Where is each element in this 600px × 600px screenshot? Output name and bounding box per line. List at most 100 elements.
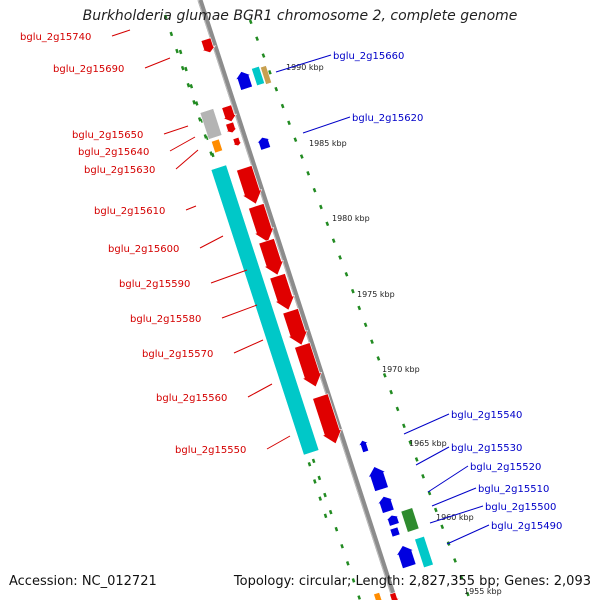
- gene-feature-15640-shape: [224, 121, 239, 134]
- misc-feature-orange-shape: [210, 138, 224, 154]
- rna-feature-small-bottom: [414, 535, 434, 569]
- pseudogene-feature: [199, 108, 223, 140]
- gene-leader-line-left: [111, 29, 131, 37]
- position-label: 1985 kbp: [309, 139, 347, 148]
- gene-block-6-shape: [312, 393, 343, 445]
- rna-feature-long: [210, 164, 320, 456]
- rna-feature-small-bottom-shape: [414, 535, 434, 569]
- gene-feature-15630: [231, 136, 244, 147]
- gene-label-right: bglu_2g15510: [478, 484, 549, 495]
- gene-label-left: bglu_2g15590: [119, 279, 190, 290]
- gene-label-right: bglu_2g15530: [451, 443, 522, 454]
- gene-block-6: [312, 393, 343, 445]
- gene-feature-15640: [224, 121, 239, 134]
- pseudogene-feature-shape: [199, 108, 223, 140]
- rna-feature-long-shape: [210, 164, 320, 456]
- gene-block-5: [294, 342, 323, 388]
- gene-label-left: bglu_2g15630: [84, 165, 155, 176]
- gene-block-4: [282, 308, 308, 346]
- gene-leader-line-left: [210, 269, 248, 284]
- misc-feature-green: [400, 507, 420, 533]
- gene-leader-line-right: [429, 505, 484, 524]
- gene-label-left: bglu_2g15560: [156, 393, 227, 404]
- gene-label-right: bglu_2g15500: [485, 502, 556, 513]
- gene-feature-15490-shape: [395, 545, 417, 570]
- gene-feature-bottom-red-shape: [388, 591, 401, 600]
- gene-block-3: [269, 273, 295, 311]
- gene-leader-line-left: [175, 149, 199, 170]
- gene-feature-15620-shape: [255, 136, 272, 151]
- tan-feature-shape: [259, 65, 273, 85]
- gene-label-left: bglu_2g15600: [108, 244, 179, 255]
- gene-label-left: bglu_2g15610: [94, 206, 165, 217]
- position-label: 1965 kbp: [409, 439, 447, 448]
- tan-feature: [259, 65, 273, 85]
- misc-feature-bottom-orange-shape: [373, 591, 383, 600]
- gene-block-5-shape: [294, 342, 323, 388]
- gene-leader-line-right: [446, 524, 490, 545]
- misc-feature-green-shape: [400, 507, 420, 533]
- gene-label-left: bglu_2g15580: [130, 314, 201, 325]
- gene-feature-15490: [395, 545, 417, 570]
- gene-label-right: bglu_2g15620: [352, 113, 423, 124]
- gene-leader-line-left: [163, 125, 189, 135]
- rna-feature-small-top: [251, 65, 265, 87]
- gene-leader-line-left: [169, 136, 196, 152]
- gene-block-2-shape: [258, 238, 284, 276]
- map-title: Burkholderia glumae BGR1 chromosome 2, c…: [82, 8, 518, 24]
- gene-leader-line-left: [266, 435, 291, 450]
- gene-feature-15510-shape: [385, 514, 400, 527]
- gene-leader-line-right: [403, 413, 450, 435]
- gene-feature-15660: [234, 71, 253, 91]
- gene-leader-line-left: [247, 383, 273, 398]
- misc-feature-orange: [210, 138, 224, 154]
- chromosome-backbone: [197, 0, 398, 600]
- gene-feature-15530-shape: [367, 466, 389, 492]
- gene-feature-15500: [389, 526, 401, 538]
- gene-leader-line-right: [415, 446, 450, 466]
- gene-leader-line-right: [302, 116, 351, 134]
- position-label: 1975 kbp: [357, 290, 395, 299]
- position-label: 1955 kbp: [464, 587, 502, 596]
- gene-feature-15540: [357, 439, 370, 454]
- gene-block-3-shape: [269, 273, 295, 311]
- gene-feature-15690-shape: [200, 37, 217, 54]
- gene-label-left: bglu_2g15690: [53, 64, 124, 75]
- gene-leader-line-left: [144, 57, 171, 69]
- gene-label-right: bglu_2g15660: [333, 51, 404, 62]
- gene-block-1-shape: [248, 203, 275, 243]
- gene-feature-15530: [367, 466, 389, 492]
- gene-block-0-shape: [236, 165, 263, 205]
- gene-feature-15650-shape: [221, 104, 238, 122]
- gene-feature-15690: [200, 37, 217, 54]
- gene-feature-15620: [255, 136, 272, 151]
- gene-feature-15630-shape: [231, 136, 244, 147]
- gene-label-right: bglu_2g15490: [491, 521, 562, 532]
- gene-feature-bottom-red: [388, 591, 401, 600]
- gene-label-left: bglu_2g15640: [78, 147, 149, 158]
- gene-label-left: bglu_2g15550: [175, 445, 246, 456]
- gene-label-right: bglu_2g15540: [451, 410, 522, 421]
- position-label: 1980 kbp: [332, 214, 370, 223]
- gene-label-left: bglu_2g15570: [142, 349, 213, 360]
- gene-feature-15510: [385, 514, 400, 527]
- gene-leader-line-left: [221, 304, 258, 319]
- accession-text: Accession: NC_012721: [9, 574, 157, 589]
- gene-feature-15500-shape: [389, 526, 401, 538]
- gene-label-left: bglu_2g15740: [20, 32, 91, 43]
- misc-feature-bottom-orange: [373, 591, 383, 600]
- gene-feature-15660-shape: [234, 71, 253, 91]
- gene-block-4-shape: [282, 308, 308, 346]
- position-label: 1970 kbp: [382, 365, 420, 374]
- gene-block-2: [258, 238, 284, 276]
- gene-leader-line-right: [427, 465, 469, 493]
- chromosome-backbone-highlight: [197, 0, 394, 600]
- gene-label-left: bglu_2g15650: [72, 130, 143, 141]
- position-label: 1960 kbp: [436, 513, 474, 522]
- gene-leader-line-left: [185, 205, 197, 211]
- gene-feature-15520-shape: [376, 496, 395, 514]
- topology-text: Topology: circular; Length: 2,827,355 bp…: [233, 574, 591, 589]
- gene-label-right: bglu_2g15520: [470, 462, 541, 473]
